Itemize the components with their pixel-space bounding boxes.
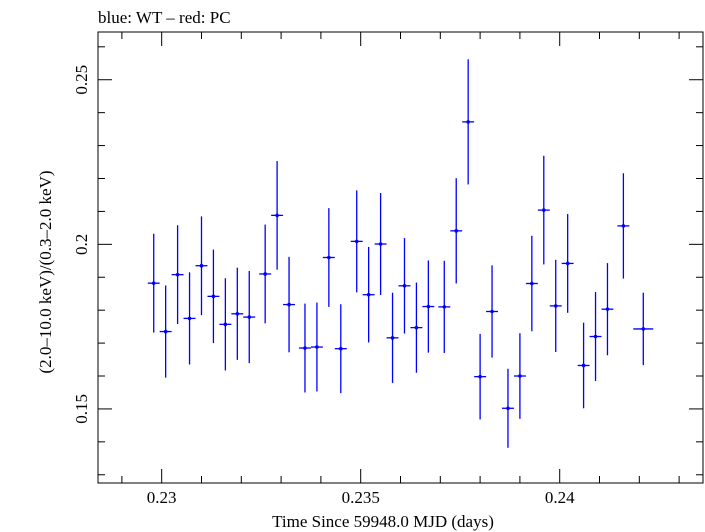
- data-marker: [641, 327, 646, 331]
- data-point: [159, 285, 172, 378]
- data-marker: [327, 255, 331, 260]
- data-marker: [175, 272, 180, 277]
- data-point: [589, 292, 602, 381]
- data-point: [486, 265, 499, 358]
- data-point: [299, 303, 311, 393]
- data-point: [259, 224, 272, 324]
- data-marker: [187, 316, 192, 321]
- data-marker: [565, 261, 570, 266]
- data-marker: [426, 304, 431, 309]
- data-point: [462, 59, 475, 185]
- y-tick-label: 0.2: [72, 234, 91, 255]
- data-point: [310, 302, 323, 392]
- data-marker: [621, 224, 626, 228]
- data-marker: [263, 272, 267, 276]
- data-marker: [247, 315, 252, 319]
- data-marker: [478, 374, 482, 379]
- data-marker: [354, 239, 359, 244]
- data-marker: [490, 309, 494, 314]
- data-points: [147, 59, 654, 448]
- data-marker: [275, 213, 279, 218]
- data-marker: [414, 325, 419, 330]
- data-point: [577, 322, 590, 409]
- data-marker: [287, 302, 291, 307]
- x-axis-label: Time Since 59948.0 MJD (days): [272, 512, 494, 531]
- data-marker: [466, 120, 470, 124]
- y-ticks: 0.15 0.2 0.25: [72, 46, 703, 476]
- data-point: [271, 161, 284, 270]
- data-point: [219, 278, 232, 371]
- data-marker: [581, 363, 586, 368]
- x-tick-label: 0.23: [147, 488, 177, 507]
- data-marker: [315, 345, 319, 349]
- data-point: [513, 333, 526, 419]
- data-marker: [553, 304, 558, 308]
- data-marker: [151, 281, 156, 285]
- data-point: [398, 238, 411, 334]
- chart-title: blue: WT – red: PC: [98, 8, 231, 27]
- data-marker: [378, 242, 383, 246]
- data-marker: [506, 406, 510, 411]
- data-marker: [338, 346, 343, 351]
- data-point: [601, 263, 614, 356]
- data-marker: [199, 263, 204, 268]
- x-tick-label: 0.24: [545, 488, 575, 507]
- y-tick-label: 0.15: [72, 394, 91, 424]
- data-point: [171, 225, 184, 324]
- data-marker: [366, 292, 371, 297]
- data-marker: [223, 322, 228, 327]
- plot-frame: [97, 31, 704, 484]
- data-point: [195, 216, 208, 316]
- data-marker: [303, 346, 307, 350]
- data-point: [350, 190, 363, 293]
- data-point: [549, 259, 562, 352]
- x-ticks: 0.23 0.235 0.24: [121, 32, 680, 507]
- data-marker: [454, 229, 459, 233]
- data-point: [633, 292, 654, 366]
- data-point: [438, 260, 451, 353]
- data-marker: [402, 284, 407, 288]
- data-point: [525, 235, 538, 332]
- data-point: [243, 270, 256, 364]
- data-marker: [541, 208, 546, 212]
- data-point: [183, 272, 196, 365]
- data-point: [283, 256, 296, 353]
- data-point: [410, 282, 423, 373]
- data-point: [322, 208, 335, 307]
- data-marker: [211, 294, 216, 299]
- data-point: [386, 292, 399, 383]
- data-point: [374, 192, 387, 296]
- data-point: [501, 368, 514, 448]
- data-point: [362, 246, 375, 343]
- data-point: [147, 233, 160, 333]
- x-tick-label: 0.235: [342, 488, 380, 507]
- data-point: [537, 155, 550, 265]
- data-point: [231, 267, 244, 360]
- data-marker: [390, 336, 395, 340]
- data-marker: [593, 334, 598, 339]
- data-point: [474, 333, 487, 420]
- data-point: [617, 173, 630, 279]
- data-marker: [605, 307, 610, 311]
- data-point: [561, 214, 574, 313]
- data-marker: [163, 329, 168, 334]
- data-point: [450, 178, 463, 284]
- y-tick-label: 0.25: [72, 65, 91, 95]
- y-axis-label: (2.0–10.0 keV)/(0.3–2.0 keV): [36, 170, 55, 373]
- data-marker: [235, 311, 240, 316]
- data-marker: [518, 374, 522, 378]
- data-marker: [530, 281, 534, 286]
- data-point: [207, 249, 220, 344]
- data-point: [422, 260, 435, 353]
- data-point: [334, 304, 347, 394]
- data-marker: [442, 305, 447, 309]
